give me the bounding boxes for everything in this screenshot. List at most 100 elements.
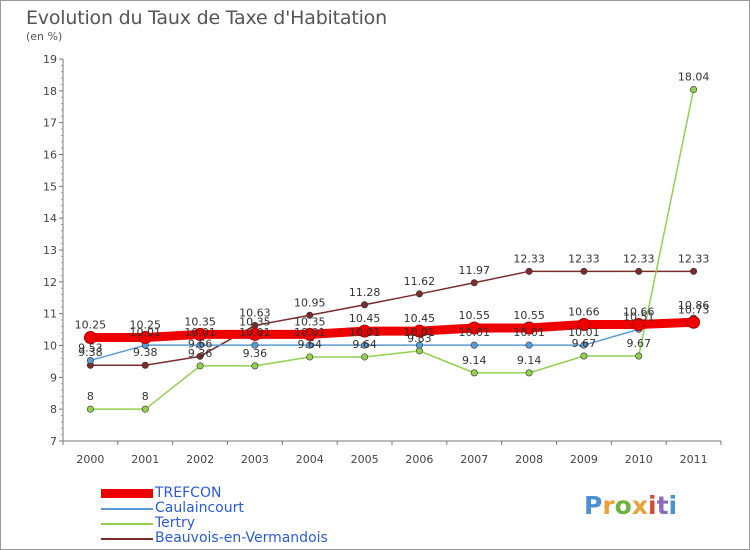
data-label-1: 9.53 xyxy=(78,341,103,354)
y-tick-label: 18 xyxy=(43,85,57,98)
data-label-2: 9.67 xyxy=(572,337,597,350)
x-tick-label: 2005 xyxy=(351,453,379,466)
data-label-2: 18.04 xyxy=(678,71,710,84)
data-label-3: 11.97 xyxy=(459,264,491,277)
data-label-1: 10.01 xyxy=(239,326,271,339)
series-point-2 xyxy=(635,352,643,360)
data-label-1: 10.01 xyxy=(349,326,381,339)
series-point-3 xyxy=(525,267,533,275)
y-tick-label: 15 xyxy=(43,180,57,193)
logo-letter: i xyxy=(668,491,678,520)
series-point-0 xyxy=(577,317,591,331)
x-tick-label: 2000 xyxy=(76,453,104,466)
y-tick-label: 19 xyxy=(43,53,57,66)
x-tick-label: 2011 xyxy=(680,453,708,466)
series-point-2 xyxy=(690,86,698,94)
series-point-1 xyxy=(86,356,94,364)
series-point-0 xyxy=(687,315,701,329)
x-tick-label: 2003 xyxy=(241,453,269,466)
legend-label-caulaincourt: Caulaincourt xyxy=(155,500,244,516)
series-point-0 xyxy=(358,324,372,338)
x-tick-label: 2006 xyxy=(405,453,433,466)
series-point-2 xyxy=(361,353,369,361)
series-point-3 xyxy=(306,311,314,319)
series-point-0 xyxy=(248,327,262,341)
series-point-0 xyxy=(632,317,646,331)
legend-swatch-beauvois xyxy=(101,538,153,540)
logo-letter: i xyxy=(648,491,657,520)
series-point-1 xyxy=(196,341,204,349)
data-label-2: 9.67 xyxy=(627,337,652,350)
data-label-0: 10.73 xyxy=(678,303,710,316)
y-tick-label: 16 xyxy=(43,149,57,162)
legend-swatch-trefcon xyxy=(101,489,153,498)
chart-unit-label: (en %) xyxy=(26,30,63,43)
data-label-1: 10.51 xyxy=(623,310,655,323)
series-line-1 xyxy=(89,317,695,362)
series-point-1 xyxy=(580,341,588,349)
series-point-3 xyxy=(196,352,204,360)
series-point-3 xyxy=(635,267,643,275)
series-point-1 xyxy=(525,341,533,349)
x-tick-label: 2002 xyxy=(186,453,214,466)
series-point-2 xyxy=(141,405,149,413)
y-tick-label: 13 xyxy=(43,244,57,257)
data-label-0: 10.35 xyxy=(239,315,271,328)
series-point-3 xyxy=(470,279,478,287)
y-tick-label: 10 xyxy=(43,340,57,353)
data-label-0: 10.25 xyxy=(75,319,107,332)
series-point-3 xyxy=(580,267,588,275)
y-tick-label: 9 xyxy=(50,371,57,384)
series-point-1 xyxy=(251,341,259,349)
data-label-3: 9.38 xyxy=(78,346,103,359)
data-label-2: 9.64 xyxy=(298,338,323,351)
legend-swatch-tertry xyxy=(101,523,153,525)
x-tick-label: 2010 xyxy=(625,453,653,466)
series-point-2 xyxy=(196,362,204,370)
series-point-3 xyxy=(141,361,149,369)
y-tick-label: 7 xyxy=(50,435,57,448)
data-label-1: 10.01 xyxy=(184,326,216,339)
chart-title: Evolution du Taux de Taxe d'Habitation xyxy=(26,7,387,29)
data-label-1: 10.01 xyxy=(568,326,600,339)
data-label-0: 10.66 xyxy=(623,305,655,318)
series-line-2 xyxy=(89,88,695,410)
y-tick-label: 17 xyxy=(43,117,57,130)
series-point-0 xyxy=(467,321,481,335)
series-point-2 xyxy=(525,369,533,377)
series-point-1 xyxy=(470,341,478,349)
data-label-3: 9.38 xyxy=(133,346,158,359)
series-line-0 xyxy=(85,317,699,343)
data-label-2: 9.64 xyxy=(352,338,377,351)
proxiti-logo: Proxiti xyxy=(584,491,677,520)
series-point-3 xyxy=(690,267,698,275)
legend-label-trefcon: TREFCON xyxy=(155,485,222,501)
series-point-1 xyxy=(306,341,314,349)
data-label-0: 10.55 xyxy=(513,309,545,322)
data-label-2: 9.36 xyxy=(243,347,268,360)
series-point-0 xyxy=(522,321,536,335)
data-label-3: 12.33 xyxy=(623,252,655,265)
data-label-1: 10.01 xyxy=(513,326,545,339)
data-label-0: 10.45 xyxy=(404,312,436,325)
data-label-2: 8 xyxy=(87,390,94,403)
data-label-1: 10.01 xyxy=(404,326,436,339)
data-label-3: 10.63 xyxy=(239,306,271,319)
data-label-3: 12.33 xyxy=(568,252,600,265)
series-point-0 xyxy=(412,324,426,338)
series-point-1 xyxy=(415,341,423,349)
logo-letter: r xyxy=(602,491,615,520)
data-label-1: 10.01 xyxy=(459,326,491,339)
data-label-1: 10.86 xyxy=(678,299,710,312)
legend-item-trefcon: TREFCON xyxy=(101,485,421,502)
series-point-0 xyxy=(83,331,97,345)
legend-item-tertry: Tertry xyxy=(101,515,421,532)
series-point-2 xyxy=(470,369,478,377)
data-label-3: 10.95 xyxy=(294,296,326,309)
logo-letter: t xyxy=(656,491,669,520)
y-tick-label: 8 xyxy=(50,403,57,416)
data-label-3: 11.28 xyxy=(349,286,381,299)
data-label-1: 10.01 xyxy=(294,326,326,339)
